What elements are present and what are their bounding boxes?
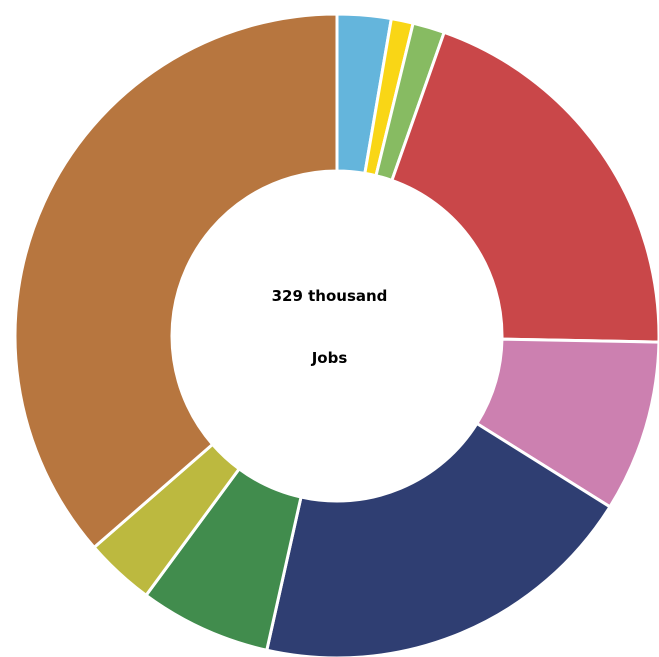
donut-slice-6	[264, 421, 613, 657]
donut-slice-9	[13, 12, 339, 550]
center-label: Jobs	[311, 349, 348, 367]
center-value: 329 thousand	[271, 287, 388, 305]
